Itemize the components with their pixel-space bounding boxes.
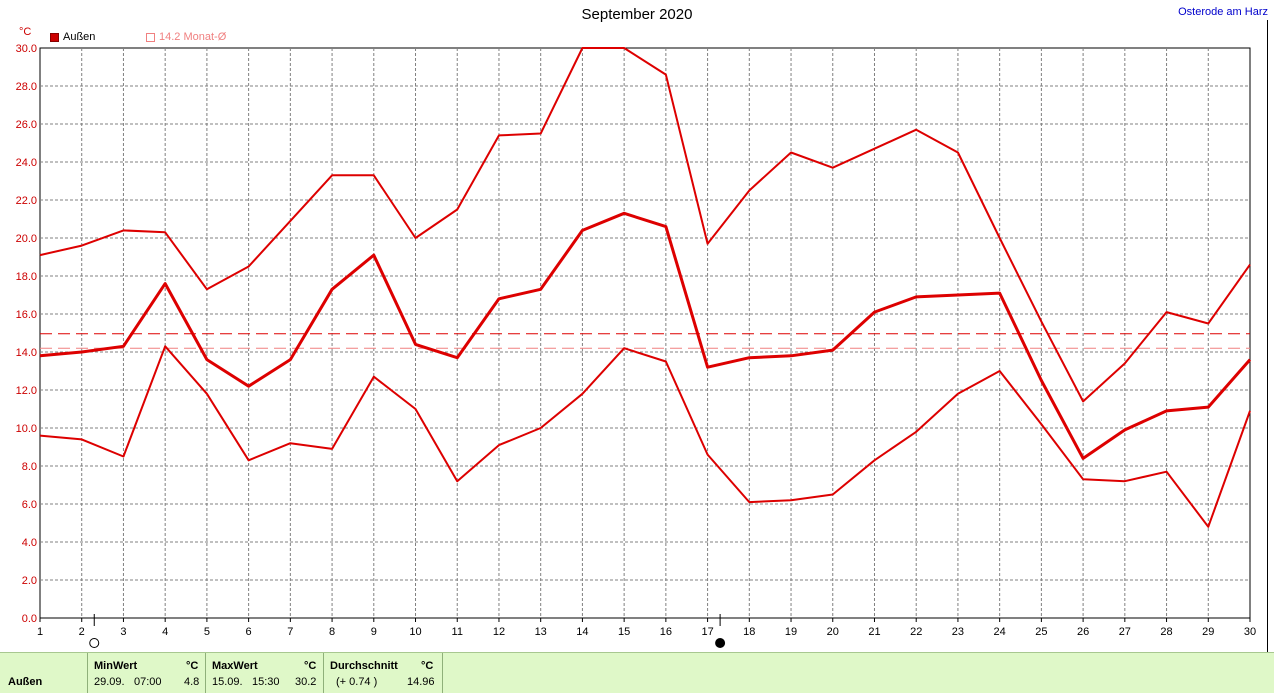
x-tick-label: 12 <box>493 626 505 638</box>
x-tick-label: 26 <box>1077 626 1089 638</box>
x-tick-label: 28 <box>1160 626 1172 638</box>
y-tick-label: 10.0 <box>16 423 37 435</box>
right-edge-line <box>1267 20 1268 652</box>
y-tick-label: 8.0 <box>22 461 37 473</box>
y-tick-label: 0.0 <box>22 613 37 625</box>
x-tick-label: 3 <box>120 626 126 638</box>
x-tick-label: 25 <box>1035 626 1047 638</box>
x-tick-label: 30 <box>1244 626 1256 638</box>
y-tick-label: 26.0 <box>16 119 37 131</box>
min-value: 4.8 <box>184 676 200 688</box>
average-value: 14.96 <box>407 676 435 688</box>
y-tick-label: 16.0 <box>16 309 37 321</box>
legend-swatch-icon <box>146 32 155 42</box>
x-tick-label: 18 <box>743 626 755 638</box>
min-time: 07:00 <box>134 676 162 688</box>
y-axis-unit: °C <box>19 26 32 38</box>
average-cell: Durchschnitt °C (+ 0.74 ) 14.96 <box>323 653 443 693</box>
max-time: 15:30 <box>252 676 280 688</box>
x-tick-label: 8 <box>329 626 335 638</box>
temperature-chart: 0.0 2.0 4.0 6.0 8.0 10.0 12.0 14.0 16.0 18.0 20.0 2… <box>16 43 1256 648</box>
x-tick-label: 23 <box>952 626 964 638</box>
y-tick-label: 30.0 <box>16 43 37 55</box>
y-tick-label: 20.0 <box>16 233 37 245</box>
grid-layer <box>39 47 1251 619</box>
legend-label-month-average: 14.2 Monat-Ø <box>159 31 227 43</box>
y-tick-label: 2.0 <box>22 575 37 587</box>
legend-swatch-icon <box>50 32 59 42</box>
max-date: 15.09. <box>212 676 243 688</box>
y-tick-label: 6.0 <box>22 499 37 511</box>
x-tick-label: 17 <box>701 626 713 638</box>
x-tick-label: 29 <box>1202 626 1214 638</box>
x-tick-label: 15 <box>618 626 630 638</box>
reference-lines <box>40 333 1250 349</box>
x-tick-label: 19 <box>785 626 797 638</box>
average-unit: °C <box>421 660 434 672</box>
x-tick-label: 5 <box>204 626 210 638</box>
min-value-cell: MinWert °C 29.09. 07:00 4.8 <box>87 653 206 693</box>
y-tick-label: 28.0 <box>16 81 37 93</box>
x-tick-label: 7 <box>287 626 293 638</box>
x-tick-label: 6 <box>246 626 252 638</box>
series-line-min <box>39 345 1251 528</box>
max-value: 30.2 <box>295 676 317 688</box>
x-tick-label: 4 <box>162 626 168 638</box>
min-date: 29.09. <box>94 676 125 688</box>
legend-item-month-average: 14.2 Monat-Ø <box>146 31 226 43</box>
max-header: MaxWert <box>212 660 258 672</box>
series-layer <box>39 47 1252 528</box>
y-tick-label: 22.0 <box>16 195 37 207</box>
x-tick-label: 13 <box>535 626 547 638</box>
x-tick-label: 21 <box>868 626 880 638</box>
axis-layer: 0.0 2.0 4.0 6.0 8.0 10.0 12.0 14.0 16.0 18.0 20.0 2… <box>16 43 1256 648</box>
average-header: Durchschnitt <box>330 660 398 672</box>
x-tick-label: 20 <box>827 626 839 638</box>
max-unit: °C <box>304 660 317 672</box>
max-value-cell: MaxWert °C 15.09. 15:30 30.2 <box>205 653 324 693</box>
series-line-mean <box>39 211 1252 460</box>
x-tick-label: 1 <box>37 626 43 638</box>
x-tick-label: 24 <box>994 626 1006 638</box>
min-unit: °C <box>186 660 199 672</box>
y-tick-label: 18.0 <box>16 271 37 283</box>
full-moon-icon <box>715 638 726 648</box>
x-tick-label: 2 <box>79 626 85 638</box>
chart-title: September 2020 <box>581 6 693 23</box>
new-moon-icon <box>89 638 100 648</box>
x-tick-label: 16 <box>660 626 672 638</box>
y-tick-label: 4.0 <box>22 537 37 549</box>
x-tick-label: 22 <box>910 626 922 638</box>
average-difference: (+ 0.74 ) <box>336 676 378 688</box>
x-tick-label: 27 <box>1119 626 1131 638</box>
legend-item-outdoor: Außen <box>50 31 95 43</box>
x-tick-label: 9 <box>371 626 377 638</box>
y-tick-label: 24.0 <box>16 157 37 169</box>
y-tick-label: 14.0 <box>16 347 37 359</box>
footer-row-name: Außen <box>8 676 43 688</box>
x-tick-label: 10 <box>409 626 421 638</box>
legend-label-outdoor: Außen <box>63 31 96 43</box>
location-label: Osterode am Harz <box>1178 6 1268 18</box>
stats-footer: Außen MinWert °C 29.09. 07:00 4.8 MaxWer… <box>0 652 1274 693</box>
series-line-max <box>39 47 1251 403</box>
min-header: MinWert <box>94 660 138 672</box>
y-tick-label: 12.0 <box>16 385 37 397</box>
x-tick-label: 14 <box>576 626 588 638</box>
plot-frame <box>39 47 1251 619</box>
x-tick-label: 11 <box>452 626 463 638</box>
